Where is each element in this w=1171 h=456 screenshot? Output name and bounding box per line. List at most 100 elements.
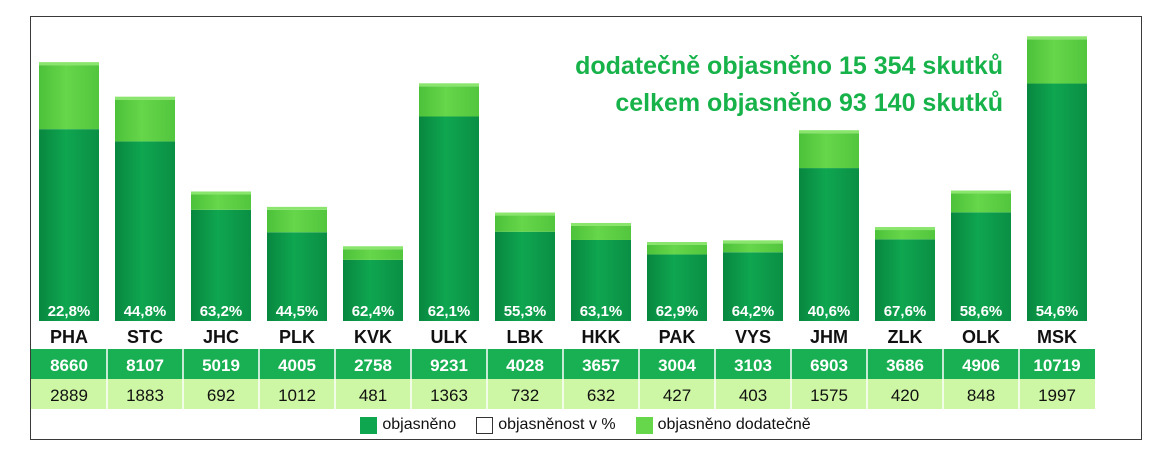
table-cell-dodatecne-ULK: 1363 <box>430 386 468 405</box>
bar-dodatecne-PHA <box>39 65 99 130</box>
percent-label-PAK: 62,9% <box>656 303 699 320</box>
table-cell-objasneno-MSK: 10719 <box>1033 356 1080 375</box>
table-cell-dodatecne-JHM: 1575 <box>810 386 848 405</box>
stacked-bar-chart: 22,8% PHA 8660 2889 44,8% STC 8107 1883 63,2% JHC… <box>31 36 1095 409</box>
category-label-ZLK: ZLK <box>888 327 923 347</box>
bar-dodatecne-ZLK <box>875 230 935 240</box>
bar-objasneno-KVK <box>343 259 403 321</box>
bar-objasneno-PAK <box>647 254 707 321</box>
table-cell-dodatecne-STC: 1883 <box>126 386 164 405</box>
bar-objasneno-ULK <box>419 116 479 321</box>
chart-frame: 22,8% PHA 8660 2889 44,8% STC 8107 1883 63,2% JHC… <box>30 16 1142 440</box>
percent-label-PHA: 22,8% <box>48 303 91 320</box>
bar-top-edge-ULK <box>419 83 479 87</box>
category-label-PLK: PLK <box>279 327 315 347</box>
table-cell-dodatecne-VYS: 403 <box>739 386 767 405</box>
table-cell-dodatecne-KVK: 481 <box>359 386 387 405</box>
percent-label-MSK: 54,6% <box>1036 303 1079 320</box>
category-label-STC: STC <box>127 327 163 347</box>
percent-label-ZLK: 67,6% <box>884 303 927 320</box>
bar-top-edge-PAK <box>647 241 707 245</box>
bar-top-edge-KVK <box>343 246 403 250</box>
table-cell-objasneno-JHC: 5019 <box>202 356 240 375</box>
bar-dodatecne-PLK <box>267 209 327 233</box>
bar-dodatecne-VYS <box>723 243 783 253</box>
bar-objasneno-JHM <box>799 168 859 321</box>
table-cell-dodatecne-LBK: 732 <box>511 386 539 405</box>
percent-label-STC: 44,8% <box>124 303 167 320</box>
table-cell-objasneno-PLK: 4005 <box>278 356 316 375</box>
percent-label-ULK: 62,1% <box>428 303 471 320</box>
percent-label-JHC: 63,2% <box>200 303 243 320</box>
table-cell-dodatecne-JHC: 692 <box>207 386 235 405</box>
category-label-LBK: LBK <box>507 327 544 347</box>
bar-objasneno-HKK <box>571 239 631 321</box>
legend: objasněno objasněnost v % objasněno doda… <box>0 412 1171 438</box>
table-cell-objasneno-JHM: 6903 <box>810 356 848 375</box>
table-cell-objasneno-PAK: 3004 <box>658 356 696 375</box>
bar-dodatecne-HKK <box>571 225 631 240</box>
bar-dodatecne-PAK <box>647 244 707 255</box>
legend-item-dodatecne: objasněno dodatečně <box>635 416 811 434</box>
legend-label-objasneno: objasněno <box>382 416 457 433</box>
legend-label-percent: objasněnost v % <box>498 416 616 433</box>
bar-top-edge-VYS <box>723 240 783 244</box>
percent-label-OLK: 58,6% <box>960 303 1003 320</box>
percent-label-VYS: 64,2% <box>732 303 775 320</box>
percent-label-PLK: 44,5% <box>276 303 319 320</box>
bar-top-edge-MSK <box>1027 36 1087 40</box>
table-cell-objasneno-VYS: 3103 <box>734 356 772 375</box>
bar-top-edge-JHC <box>191 191 251 195</box>
category-label-MSK: MSK <box>1037 327 1077 347</box>
table-cell-dodatecne-PHA: 2889 <box>50 386 88 405</box>
legend-swatch-objasneno <box>360 416 378 434</box>
category-label-HKK: HKK <box>582 327 621 347</box>
bar-top-edge-LBK <box>495 212 555 216</box>
bar-dodatecne-STC <box>115 99 175 142</box>
annotation-total: celkem objasněno 93 140 skutků <box>615 89 1003 117</box>
annotation-added: dodatečně objasněno 15 354 skutků <box>575 52 1003 80</box>
percent-label-HKK: 63,1% <box>580 303 623 320</box>
legend-swatch-percent <box>476 416 494 434</box>
bar-top-edge-PHA <box>39 62 99 66</box>
table-cell-dodatecne-ZLK: 420 <box>891 386 919 405</box>
table-cell-objasneno-LBK: 4028 <box>506 356 544 375</box>
category-label-PAK: PAK <box>659 327 696 347</box>
table-cell-dodatecne-OLK: 848 <box>967 386 995 405</box>
table-cell-objasneno-ZLK: 3686 <box>886 356 924 375</box>
bar-objasneno-PLK <box>267 232 327 321</box>
bar-dodatecne-ULK <box>419 86 479 117</box>
bar-top-edge-HKK <box>571 222 631 226</box>
table-cell-objasneno-KVK: 2758 <box>354 356 392 375</box>
legend-swatch-dodatecne <box>635 416 653 434</box>
bar-top-edge-OLK <box>951 190 1011 194</box>
bar-top-edge-JHM <box>799 130 859 134</box>
bar-dodatecne-MSK <box>1027 39 1087 84</box>
bar-top-edge-PLK <box>267 206 327 210</box>
bar-dodatecne-JHC <box>191 194 251 210</box>
bar-dodatecne-JHM <box>799 133 859 169</box>
table-cell-dodatecne-MSK: 1997 <box>1038 386 1076 405</box>
table-cell-objasneno-STC: 8107 <box>126 356 164 375</box>
bar-dodatecne-LBK <box>495 215 555 232</box>
percent-label-JHM: 40,6% <box>808 303 851 320</box>
table-cell-objasneno-PHA: 8660 <box>50 356 88 375</box>
category-label-JHC: JHC <box>203 327 239 347</box>
bar-objasneno-PHA <box>39 129 99 321</box>
bar-top-edge-STC <box>115 96 175 100</box>
bar-objasneno-MSK <box>1027 83 1087 321</box>
bar-objasneno-JHC <box>191 209 251 321</box>
bar-dodatecne-KVK <box>343 249 403 260</box>
category-label-VYS: VYS <box>735 327 771 347</box>
category-label-PHA: PHA <box>50 327 88 347</box>
percent-label-KVK: 62,4% <box>352 303 395 320</box>
bar-objasneno-STC <box>115 141 175 321</box>
table-cell-objasneno-ULK: 9231 <box>430 356 468 375</box>
percent-label-LBK: 55,3% <box>504 303 547 320</box>
legend-label-dodatecne: objasněno dodatečně <box>657 416 811 433</box>
table-cell-objasneno-OLK: 4906 <box>962 356 1000 375</box>
bar-objasneno-LBK <box>495 231 555 321</box>
bar-objasneno-ZLK <box>875 239 935 321</box>
table-cell-dodatecne-PLK: 1012 <box>278 386 316 405</box>
category-label-JHM: JHM <box>810 327 848 347</box>
